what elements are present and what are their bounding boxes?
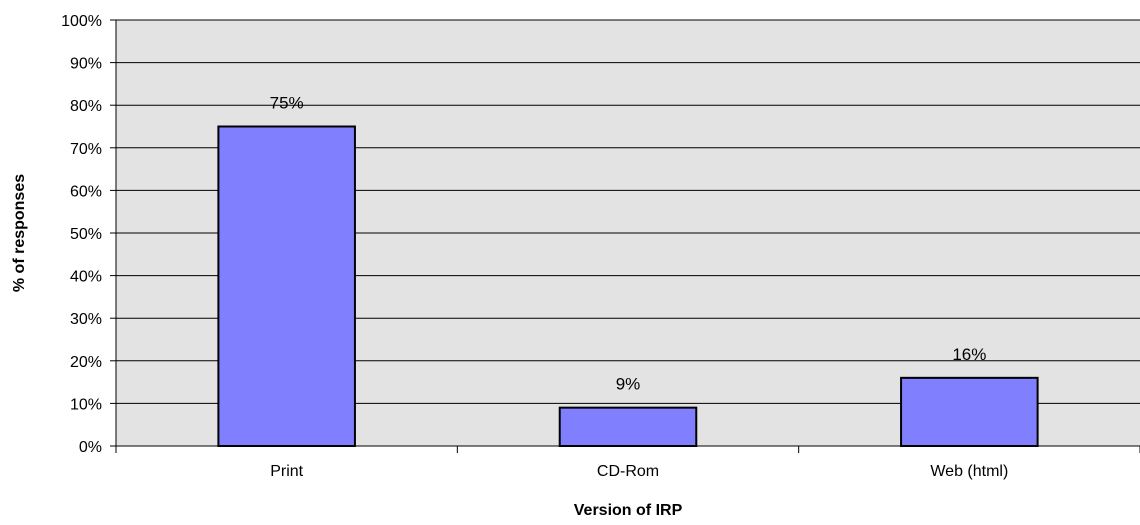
y-tick-label: 40% xyxy=(70,269,102,286)
x-tick-label: Print xyxy=(270,463,303,480)
y-tick-label: 20% xyxy=(70,354,102,371)
data-label: 9% xyxy=(616,375,641,394)
axes xyxy=(110,19,1140,453)
data-label: 16% xyxy=(952,345,986,364)
y-axis-title: % of responses xyxy=(11,174,28,292)
bars xyxy=(217,125,1039,448)
x-tick-labels: Print CD-Rom Web (html) xyxy=(270,463,1008,480)
x-tick-label: Web (html) xyxy=(930,463,1008,480)
data-label: 75% xyxy=(270,94,304,113)
y-tick-label: 50% xyxy=(70,226,102,243)
x-axis-title: Version of IRP xyxy=(574,502,683,519)
y-tick-label: 70% xyxy=(70,141,102,158)
bar-cd-rom xyxy=(558,406,698,448)
y-tick-label: 100% xyxy=(61,13,102,30)
x-tick-label: CD-Rom xyxy=(597,463,659,480)
bar-print xyxy=(217,125,356,447)
y-tick-label: 90% xyxy=(70,56,102,73)
bar-web-html xyxy=(900,376,1039,447)
y-tick-label: 60% xyxy=(70,183,102,200)
y-tick-labels: 0% 10% 20% 30% 40% 50% 60% 70% 80% 90% 100% xyxy=(61,13,102,456)
y-tick-label: 10% xyxy=(70,396,102,413)
y-tick-label: 30% xyxy=(70,311,102,328)
y-tick-label: 80% xyxy=(70,98,102,115)
data-labels: 75% 9% 16% xyxy=(270,94,987,394)
y-tick-label: 0% xyxy=(79,439,102,456)
